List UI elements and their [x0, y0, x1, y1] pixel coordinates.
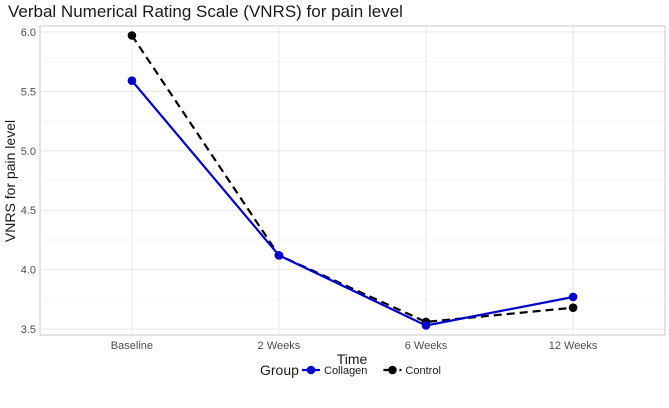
y-tick-label: 5.5 [21, 86, 36, 98]
x-tick-label: 6 Weeks [405, 340, 448, 352]
legend-label-control: Control [405, 365, 440, 377]
legend-key-point-collagen [306, 365, 316, 375]
grid [40, 26, 665, 335]
y-tick-label: 6.0 [21, 27, 36, 39]
legend-label-collagen: Collagen [324, 365, 367, 377]
data-point-collagen [127, 76, 137, 85]
data-point-collagen [274, 251, 284, 260]
legend: Group Collagen Control [260, 362, 441, 378]
y-tick-label: 5.0 [21, 146, 36, 158]
series-line-collagen [131, 79, 574, 327]
x-tick-label: 12 Weeks [549, 340, 598, 352]
y-axis-ticks: 6.0 5.5 5.0 4.5 4.0 3.5 [21, 27, 36, 336]
data-point-collagen [568, 292, 578, 302]
x-axis-title: Time [337, 351, 368, 367]
x-axis-ticks: Baseline 2 Weeks 6 Weeks 12 Weeks [111, 340, 598, 352]
series-layer [127, 31, 578, 330]
y-axis-title: VNRS for pain level [2, 120, 18, 242]
data-point-control [568, 303, 578, 312]
legend-key-point-control [388, 365, 397, 375]
chart-title: Verbal Numerical Rating Scale (VNRS) for… [8, 2, 403, 21]
legend-title: Group [260, 362, 299, 378]
series-line-control [130, 34, 574, 323]
x-tick-label: 2 Weeks [258, 340, 301, 352]
x-tick-label: Baseline [111, 340, 153, 352]
y-tick-label: 4.0 [21, 265, 36, 277]
y-tick-label: 3.5 [21, 324, 36, 336]
data-point-collagen [421, 321, 431, 330]
y-tick-label: 4.5 [21, 205, 36, 217]
data-point-control [127, 31, 137, 40]
